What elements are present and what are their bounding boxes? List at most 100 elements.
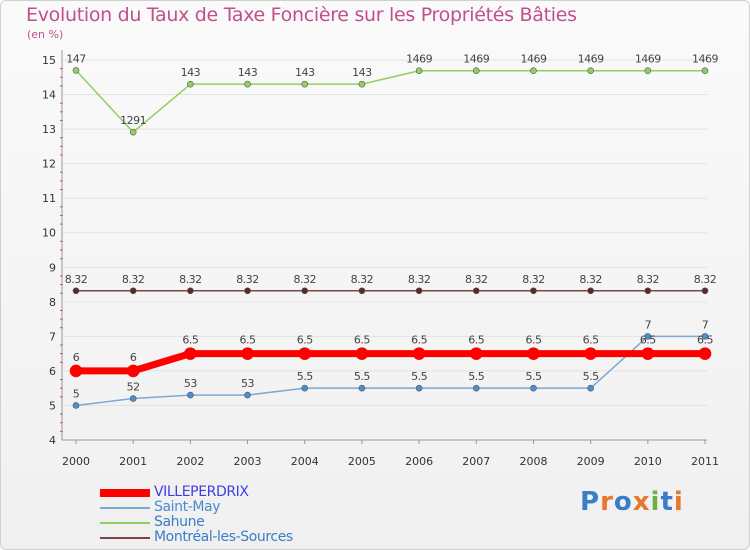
data-point bbox=[69, 364, 83, 378]
data-point bbox=[644, 287, 652, 295]
data-label: 143 bbox=[352, 66, 372, 79]
data-point bbox=[244, 80, 251, 88]
y-tick-label: 8 bbox=[49, 296, 56, 309]
x-tick-label: 2010 bbox=[634, 455, 662, 468]
data-point bbox=[244, 287, 251, 295]
data-label: 5.5 bbox=[297, 370, 313, 383]
y-tick-label: 10 bbox=[42, 227, 56, 240]
data-point bbox=[698, 347, 712, 360]
data-label: 1469 bbox=[520, 53, 546, 66]
data-label: 5.5 bbox=[468, 370, 484, 383]
data-label: 6.5 bbox=[697, 334, 713, 347]
data-point bbox=[530, 67, 537, 75]
data-label: 1469 bbox=[692, 53, 718, 66]
data-label: 6.5 bbox=[182, 334, 198, 347]
data-label: 143 bbox=[181, 66, 201, 79]
data-label: 6 bbox=[73, 351, 80, 364]
x-tick-label: 2005 bbox=[348, 455, 376, 468]
data-point bbox=[587, 384, 594, 392]
data-label: 6.5 bbox=[411, 334, 427, 347]
data-point bbox=[72, 287, 80, 295]
data-point bbox=[472, 67, 480, 75]
x-tick-label: 2011 bbox=[691, 455, 719, 468]
y-tick-label: 13 bbox=[42, 123, 56, 136]
series-line bbox=[75, 69, 705, 133]
y-tick-label: 7 bbox=[49, 330, 56, 343]
data-point bbox=[358, 80, 366, 88]
x-tick-label: 2003 bbox=[234, 455, 262, 468]
data-point bbox=[301, 384, 309, 392]
x-tick-label: 2009 bbox=[577, 455, 605, 468]
data-point bbox=[72, 67, 80, 74]
data-label: 8.32 bbox=[236, 273, 259, 286]
x-tick-label: 2008 bbox=[519, 455, 547, 468]
data-point bbox=[472, 287, 480, 295]
data-point bbox=[415, 287, 423, 295]
data-point bbox=[358, 287, 366, 295]
data-point bbox=[184, 347, 197, 360]
data-label: 6.5 bbox=[240, 334, 256, 347]
data-label: 5 bbox=[73, 387, 80, 400]
data-point bbox=[701, 287, 709, 295]
chart-title: Evolution du Taux de Taxe Foncière sur l… bbox=[26, 4, 577, 26]
y-tick-label: 11 bbox=[42, 192, 56, 205]
data-label: 6.5 bbox=[297, 334, 313, 347]
data-label: 53 bbox=[184, 377, 197, 390]
data-point bbox=[358, 384, 366, 392]
data-point bbox=[701, 333, 709, 340]
data-point bbox=[241, 347, 254, 360]
legend-swatch bbox=[100, 536, 150, 539]
data-label: 1469 bbox=[463, 53, 489, 66]
legend-swatch bbox=[100, 521, 150, 524]
data-point bbox=[530, 384, 537, 392]
data-label: 6.5 bbox=[468, 334, 484, 347]
data-point bbox=[644, 333, 652, 340]
data-label: 8.32 bbox=[637, 273, 660, 286]
data-label: 5.5 bbox=[411, 370, 427, 383]
logo-letter: r bbox=[600, 487, 614, 517]
data-point bbox=[72, 402, 80, 409]
logo-letter: i bbox=[650, 487, 661, 517]
legend-label: Sahune bbox=[154, 514, 205, 530]
data-label: 143 bbox=[238, 66, 258, 79]
series-saint-may: 5 52 53 53 5.5 5.5 5.5 5.5 5.5 5.5 7 7 bbox=[72, 318, 709, 409]
data-label: 1469 bbox=[406, 53, 432, 66]
data-label: 8.32 bbox=[122, 273, 145, 286]
x-tick-label: 2001 bbox=[119, 455, 147, 468]
x-tick-label: 2000 bbox=[62, 455, 90, 468]
legend-label: Montréal-les-Sources bbox=[154, 529, 293, 545]
y-tick-label: 5 bbox=[49, 399, 56, 412]
data-point bbox=[187, 391, 194, 399]
data-label: 1291 bbox=[120, 114, 146, 127]
legend-swatch bbox=[100, 488, 150, 497]
data-point bbox=[298, 347, 312, 360]
data-point bbox=[301, 80, 309, 88]
data-point bbox=[530, 287, 537, 295]
legend-item: VILLEPERDRIX bbox=[100, 485, 293, 500]
series-sahune: 147 1291 143 143 143 143 1469 1469 1469 1469 1469 1… bbox=[66, 52, 719, 136]
data-point bbox=[584, 347, 597, 360]
data-point bbox=[415, 67, 423, 75]
y-tick-label: 15 bbox=[42, 54, 56, 67]
y-tick-label: 14 bbox=[42, 89, 56, 102]
data-label: 53 bbox=[241, 377, 254, 390]
data-point bbox=[301, 287, 309, 295]
data-point bbox=[244, 391, 251, 399]
y-tick-label: 6 bbox=[49, 365, 56, 378]
data-label: 5.5 bbox=[583, 370, 599, 383]
logo-letter: i bbox=[673, 487, 684, 517]
logo-letter: P bbox=[580, 487, 601, 517]
data-point bbox=[129, 287, 137, 295]
data-label: 6.5 bbox=[354, 334, 370, 347]
data-point bbox=[472, 384, 480, 392]
data-point bbox=[412, 347, 426, 360]
proxiti-logo: Proxiti bbox=[580, 487, 684, 517]
y-tick-label: 4 bbox=[49, 434, 56, 447]
data-point bbox=[527, 347, 540, 360]
data-label: 7 bbox=[645, 318, 652, 331]
y-tick-label: 9 bbox=[49, 261, 56, 274]
data-label: 6.5 bbox=[640, 334, 656, 347]
data-label: 8.32 bbox=[65, 273, 88, 286]
